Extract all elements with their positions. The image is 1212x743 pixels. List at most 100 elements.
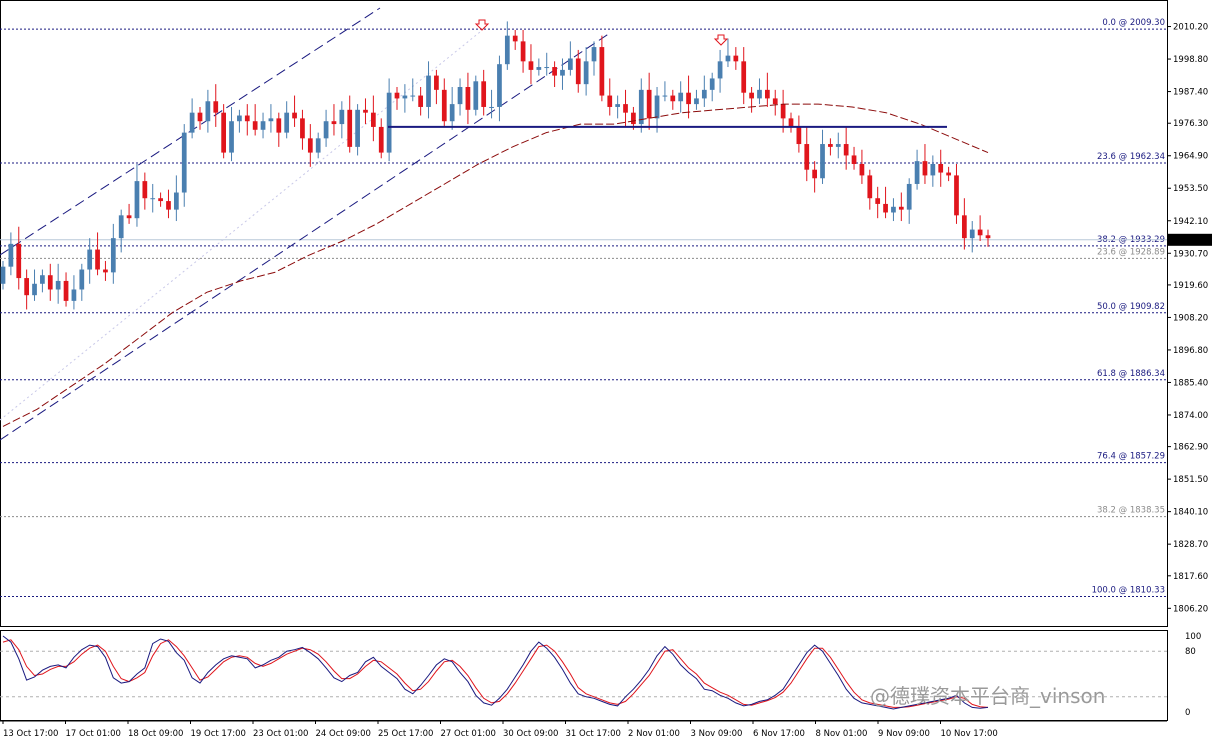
candle-body [591,47,597,62]
stoch-tick-label: 100 [1185,632,1201,642]
candle-body [772,98,778,105]
y-tick-label: 1840.10 [1173,508,1208,518]
candle-body [142,181,148,199]
x-tick-label: 8 Nov 01:00 [816,729,868,739]
candle-body [465,87,471,110]
candle-body [158,198,163,202]
x-tick-label: 17 Oct 01:00 [66,729,121,739]
candle-body [95,249,100,270]
candle-body [883,203,888,213]
candle-body [378,126,384,153]
x-tick-label: 3 Nov 09:00 [691,729,743,739]
candle-body [961,215,967,239]
fib-level-label: 23.6 @ 1962.34 [1097,152,1165,162]
candle-body [0,266,6,284]
fractal-down-arrow-icon [474,19,490,31]
candle-body [520,41,526,62]
candle-body [623,104,628,113]
candle-body [646,89,652,119]
fib-level-label: 61.8 @ 1886.34 [1097,369,1165,379]
candle-body [512,35,518,42]
stoch-tick-label: 80 [1185,647,1196,657]
candle-body [244,115,250,122]
candle-body [694,98,699,105]
candle-body [166,201,171,210]
y-tick-label: 1942.10 [1173,217,1208,227]
candle-body [110,238,116,273]
candle-body [615,104,621,107]
candle-body [575,58,581,85]
candle-body [859,164,865,176]
candle-body [79,269,85,290]
stoch-tick-label: 0 [1185,708,1190,718]
y-tick-label: 1919.60 [1173,281,1208,291]
candle-body [126,215,132,219]
candle-body [757,89,762,99]
fib-level-label: 100.0 @ 1810.33 [1092,586,1165,596]
candle-body [307,138,313,153]
candle-body [457,87,463,105]
candle-body [764,89,770,99]
candle-body [173,192,179,210]
candle-body [394,92,400,99]
stoch-main-line [2,635,989,710]
candle-body [631,112,636,125]
x-tick-label: 6 Nov 17:00 [753,729,805,739]
candle-body [339,109,345,125]
candle-body [843,144,849,156]
candle-body [504,35,510,65]
candle-body [331,121,337,125]
candle-body [300,118,305,139]
candle-body [607,95,613,107]
current-price-tag [1168,233,1212,246]
x-tick-label: 13 Oct 17:00 [3,729,58,739]
candle-body [875,198,881,204]
candle-body [985,235,991,239]
candle-body [118,215,124,239]
y-tick-label: 1998.80 [1173,55,1208,65]
candle-body [835,144,841,147]
candle-body [268,118,274,122]
candle-body [229,121,234,153]
candle-body [544,67,550,69]
candle-body [812,169,818,179]
candle-body [47,275,53,290]
candle-body [804,144,810,170]
candle-body [24,278,30,296]
candle-body [370,112,376,127]
candle-body [441,89,447,122]
candle-body [560,69,565,76]
candle-body [489,106,494,108]
fib-level-label: 50.0 @ 1909.82 [1097,302,1165,312]
candle-body [851,155,857,164]
candle-body [686,92,691,105]
candle-body [150,198,156,200]
candle-body [252,121,258,130]
candle-body [386,92,392,153]
current-price-label: 1935.42 [1171,236,1206,246]
candle-body [922,161,928,176]
candle-body [284,112,290,133]
candle-body [670,95,676,102]
candle-body [221,112,227,153]
candle-body [828,144,833,147]
x-tick-label: 23 Oct 01:00 [253,729,308,739]
candle-body [497,64,502,107]
y-tick-label: 1908.20 [1173,313,1208,323]
candle-body [977,229,983,236]
candle-body [583,61,589,85]
candle-body [914,161,920,184]
candle-body [552,67,557,76]
x-tick-label: 18 Oct 09:00 [128,729,183,739]
y-tick-label: 1817.60 [1173,572,1208,582]
candle-body [8,243,14,267]
candle-body [930,164,936,176]
candle-body [189,112,195,133]
candle-body [16,243,22,279]
candle-body [237,115,242,122]
candle-body [473,81,479,110]
candle-body [733,55,739,62]
candle-body [717,61,723,79]
